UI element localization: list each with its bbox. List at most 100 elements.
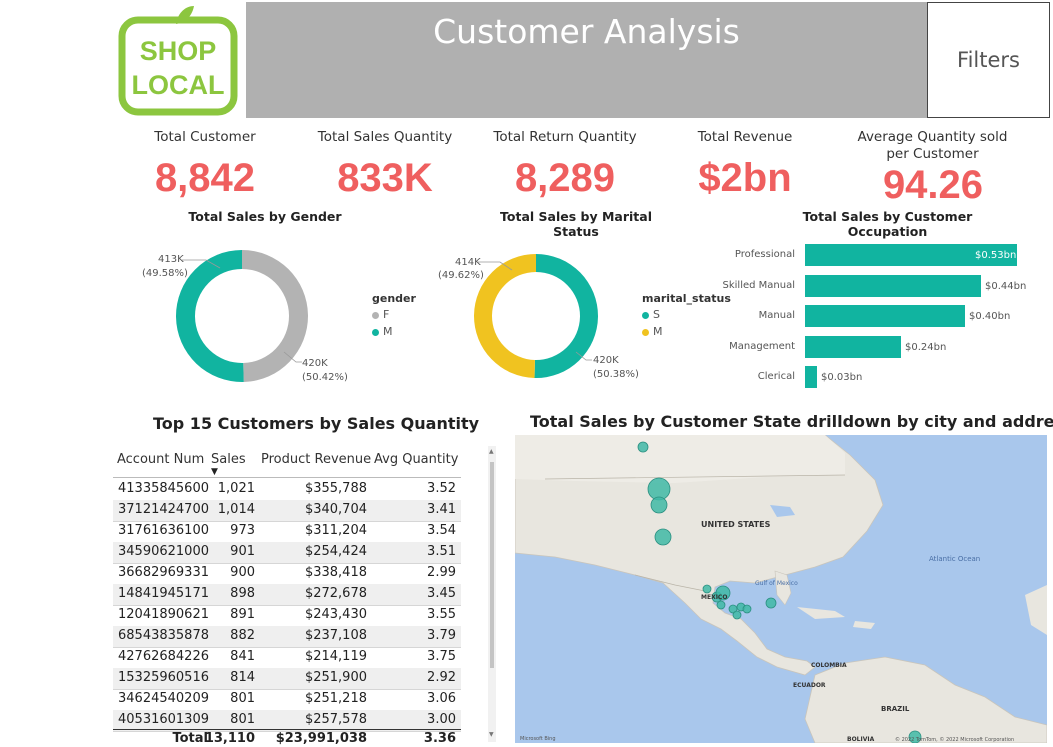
gender-f-pct-label: (49.58%) [142,268,188,279]
cell-product-revenue: $355,788 [304,481,367,496]
donut-slice-m[interactable] [176,250,244,382]
map-copyright: © 2022 TomTom, © 2022 Microsoft Corporat… [895,736,1014,743]
gender-donut-chart[interactable]: 413K (49.58%) 420K (50.42%) [120,230,370,400]
cell-avg-quantity: 3.06 [427,691,456,706]
occupation-bar-value: $0.40bn [969,311,1011,322]
cell-account-num: 42762684226 [118,649,209,664]
table-row[interactable]: 40531601309 801 $257,578 3.00 [113,710,461,732]
table-row[interactable]: 15325960516 814 $251,900 2.92 [113,668,461,690]
legend-dot-icon [372,328,379,336]
cell-account-num: 15325960516 [118,670,209,685]
donut-slice-m[interactable] [474,254,536,378]
sales-map[interactable]: UNITED STATES MEXICO Gulf of Mexico Atla… [515,435,1047,743]
occupation-bar[interactable] [805,335,901,358]
map-label-colombia: COLOMBIA [811,662,847,669]
occupation-bar-label: Manual [758,310,795,321]
top-customers-title: Top 15 Customers by Sales Quantity [153,414,480,433]
map-bubble[interactable] [732,610,742,620]
cell-sales: 801 [230,712,255,727]
gender-legend-f[interactable]: F [372,308,389,321]
cell-account-num: 34624540209 [118,691,209,706]
kpi-total-sales-quantity-value: 833K [337,156,433,200]
cell-product-revenue: $254,424 [304,544,367,559]
donut-slice-s[interactable] [534,254,599,378]
table-row[interactable]: 42762684226 841 $214,119 3.75 [113,647,461,669]
scroll-up-icon[interactable]: ▲ [489,448,494,455]
col-header-account-num[interactable]: Account Num [117,452,205,467]
gender-m-value-label: 420K [302,358,328,369]
filters-button[interactable]: Filters [927,2,1050,118]
occupation-bar[interactable] [805,366,817,388]
table-row[interactable]: 31761636100 973 $311,204 3.54 [113,521,461,543]
table-row[interactable]: 14841945171 898 $272,678 3.45 [113,584,461,606]
table-row[interactable]: 37121424700 1,014 $340,704 3.41 [113,500,461,522]
cell-product-revenue: $257,578 [304,712,367,727]
map-bubble[interactable] [716,600,726,610]
marital-m-pct-label: (49.62%) [438,270,484,281]
cell-account-num: 34590621000 [118,544,209,559]
cell-avg-quantity: 2.99 [427,565,456,580]
cell-sales: 801 [230,691,255,706]
page-title: Customer Analysis [433,12,740,51]
gender-f-value-label: 413K [158,254,184,265]
legend-dot-icon [642,311,649,319]
table-row[interactable]: 34624540209 801 $251,218 3.06 [113,689,461,711]
occupation-bar-label: Skilled Manual [722,279,796,291]
col-header-avg-quantity[interactable]: Avg Quantity [374,452,459,467]
col-header-product-revenue[interactable]: Product Revenue [261,452,372,467]
table-row[interactable]: 68543835878 882 $237,108 3.79 [113,626,461,648]
map-bubble[interactable] [637,441,649,453]
cell-sales: 841 [230,649,255,664]
legend-dot-icon [372,311,379,319]
gender-legend-title: gender [372,292,416,305]
table-total-row: Total 13,110 $23,991,038 3.36 [172,731,456,746]
marital-m-value-label: 414K [455,257,481,268]
occupation-bar-chart[interactable]: Professional $0.53bn Skilled Manual $0.44bn… [705,244,1045,394]
marital-legend-m[interactable]: M [642,325,663,338]
shop-local-logo: SHOP LOCAL [116,2,246,118]
gender-chart-title: Total Sales by Gender [188,209,342,224]
cell-avg-quantity: 3.55 [427,607,456,622]
map-bubble[interactable] [650,496,668,514]
marital-donut-chart[interactable]: 414K (49.62%) 420K (50.38%) [420,230,640,400]
cell-sales: 898 [230,586,255,601]
gender-m-pct-label: (50.42%) [302,372,348,383]
occupation-chart-title: Total Sales by Customer Occupation [802,209,973,239]
gender-legend-m[interactable]: M [372,325,393,338]
scroll-down-icon[interactable]: ▼ [489,731,494,738]
map-bubble[interactable] [742,604,752,614]
cell-account-num: 31761636100 [118,523,209,538]
map-label-ecuador: ECUADOR [793,682,826,689]
svg-text:LOCAL: LOCAL [132,70,225,100]
map-label-brazil: BRAZIL [881,705,910,713]
cell-account-num: 68543835878 [118,628,209,643]
sort-descending-icon[interactable]: ▼ [211,467,218,477]
col-header-sales[interactable]: Sales [211,452,246,467]
table-row[interactable]: 36682969331 900 $338,418 2.99 [113,563,461,585]
marital-legend-s[interactable]: S [642,308,660,321]
map-bubble[interactable] [702,584,712,594]
occupation-bar[interactable] [805,244,1017,266]
table-header-divider [113,477,461,478]
table-row[interactable]: 34590621000 901 $254,424 3.51 [113,542,461,564]
kpi-total-customer-value: 8,842 [154,156,256,200]
map-label-bolivia: BOLIVIA [847,736,875,743]
occupation-bar[interactable] [805,305,965,327]
cell-sales: 814 [230,670,255,685]
map-bubble[interactable] [728,604,738,614]
map-bubble[interactable] [654,528,672,546]
occupation-bar[interactable] [805,274,981,297]
table-scrollbar-thumb[interactable] [490,462,494,668]
map-bubble[interactable] [715,585,731,601]
table-row[interactable]: 41335845600 1,021 $355,788 3.52 [113,479,461,501]
occupation-bar-label: Professional [734,249,795,260]
cell-product-revenue: $272,678 [304,586,367,601]
marital-s-pct-label: (50.38%) [593,369,639,380]
map-bubble[interactable] [765,597,777,609]
donut-slice-f[interactable] [242,250,309,382]
table-row[interactable]: 12041890621 891 $243,430 3.55 [113,605,461,627]
cell-avg-quantity: 3.75 [427,649,456,664]
map-bubble[interactable] [908,730,922,743]
legend-dot-icon [642,328,649,336]
kpi-total-revenue-value: $2bn [698,156,792,200]
